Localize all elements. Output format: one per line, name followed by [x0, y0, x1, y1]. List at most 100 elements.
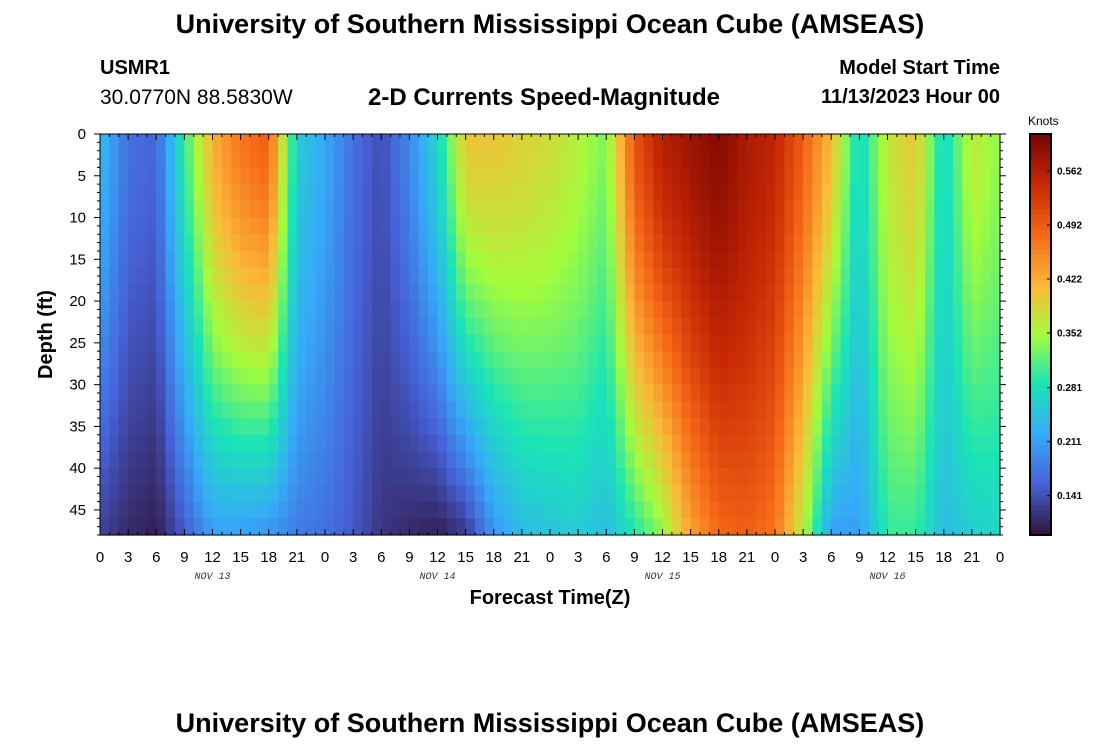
colorbar-segment	[1030, 144, 1051, 150]
heatmap-cell	[756, 418, 767, 436]
heatmap-cell	[240, 234, 251, 252]
heatmap-cell	[859, 468, 870, 486]
heatmap-cell	[868, 451, 879, 469]
heatmap-cell	[850, 367, 860, 386]
heatmap-cell	[128, 518, 139, 536]
heatmap-cell	[596, 267, 607, 285]
heatmap-cell	[259, 200, 270, 219]
heatmap-chart: 0 3 6 9 12 15 18 21 0 3 6 9 12 15 18 21 0 3 6 9 12 15 18 21 0 3 6 9…	[35, 114, 1082, 609]
heatmap-cell	[625, 468, 635, 486]
heatmap-cell	[400, 134, 410, 152]
heatmap-cell	[765, 284, 776, 302]
heatmap-cell	[278, 384, 289, 402]
heatmap-cell	[587, 367, 598, 386]
heatmap-cell	[896, 150, 907, 169]
heatmap-cell	[409, 217, 420, 235]
heatmap-cell	[315, 367, 326, 386]
heatmap-cell	[868, 468, 879, 486]
heatmap-cell	[587, 484, 598, 503]
heatmap-cell	[287, 384, 298, 402]
heatmap-cell	[700, 301, 710, 319]
heatmap-cell	[428, 418, 439, 436]
heatmap-cell	[925, 401, 935, 419]
heatmap-cell	[296, 351, 307, 369]
heatmap-cell	[700, 451, 710, 469]
heatmap-cell	[803, 200, 814, 219]
heatmap-cell	[934, 501, 945, 519]
heatmap-cell	[690, 351, 701, 369]
heatmap-cell	[418, 384, 429, 402]
heatmap-cell	[193, 501, 204, 519]
heatmap-cell	[793, 418, 804, 436]
colorbar-segment	[1030, 274, 1051, 280]
heatmap-cell	[484, 250, 495, 269]
heatmap-cell	[981, 167, 992, 185]
heatmap-cell	[390, 351, 401, 369]
heatmap-cell	[990, 468, 1001, 486]
heatmap-cell	[306, 167, 317, 185]
heatmap-cell	[793, 384, 804, 402]
heatmap-cell	[728, 267, 739, 285]
heatmap-cell	[240, 334, 251, 352]
heatmap-cell	[831, 451, 842, 469]
heatmap-cell	[109, 451, 120, 469]
heatmap-cell	[906, 367, 917, 386]
heatmap-cell	[362, 484, 373, 503]
heatmap-cell	[306, 234, 317, 252]
heatmap-cell	[306, 150, 317, 169]
station-id: USMR1	[100, 57, 171, 79]
heatmap-cell	[596, 134, 607, 152]
heatmap-cell	[465, 418, 476, 436]
heatmap-cell	[868, 167, 879, 185]
heatmap-cell	[362, 267, 373, 285]
heatmap-cell	[831, 468, 842, 486]
heatmap-cell	[896, 468, 907, 486]
heatmap-cell	[146, 484, 157, 503]
heatmap-cell	[990, 167, 1001, 185]
heatmap-cell	[109, 284, 120, 302]
heatmap-cell	[756, 184, 767, 202]
heatmap-cell	[925, 501, 935, 519]
heatmap-cell	[578, 434, 589, 453]
heatmap-cell	[446, 317, 457, 336]
heatmap-cell	[475, 418, 485, 436]
heatmap-cell	[971, 468, 982, 486]
heatmap-cell	[371, 317, 382, 336]
heatmap-cell	[343, 301, 354, 319]
heatmap-cell	[146, 418, 157, 436]
heatmap-cell	[165, 267, 176, 285]
heatmap-cell	[728, 367, 739, 386]
heatmap-cell	[765, 434, 776, 453]
heatmap-cell	[840, 317, 851, 336]
heatmap-cell	[737, 484, 748, 503]
x-tick-label: 12	[654, 549, 671, 566]
heatmap-cell	[118, 451, 129, 469]
heatmap-cell	[521, 317, 532, 336]
heatmap-cell	[653, 401, 664, 419]
x-tick-label: 0	[96, 549, 104, 566]
heatmap-cell	[737, 301, 748, 319]
heatmap-cell	[962, 418, 973, 436]
heatmap-cell	[943, 184, 954, 202]
heatmap-cell	[353, 317, 364, 336]
heatmap-cell	[250, 518, 260, 536]
heatmap-cell	[287, 434, 298, 453]
heatmap-cell	[512, 234, 523, 252]
heatmap-cell	[925, 167, 935, 185]
heatmap-cell	[615, 351, 626, 369]
heatmap-cell	[634, 250, 645, 269]
model-start-value: 11/13/2023 Hour 00	[820, 86, 1000, 108]
heatmap-cell	[521, 418, 532, 436]
heatmap-cell	[934, 134, 945, 152]
heatmap-cell	[662, 367, 673, 386]
heatmap-cell	[446, 284, 457, 302]
heatmap-cell	[868, 434, 879, 453]
heatmap-cell	[531, 234, 542, 252]
heatmap-cell	[221, 451, 232, 469]
heatmap-cell	[381, 468, 392, 486]
heatmap-cell	[296, 167, 307, 185]
heatmap-cell	[850, 167, 860, 185]
heatmap-cell	[906, 468, 917, 486]
heatmap-cell	[643, 434, 654, 453]
heatmap-cell	[512, 434, 523, 453]
